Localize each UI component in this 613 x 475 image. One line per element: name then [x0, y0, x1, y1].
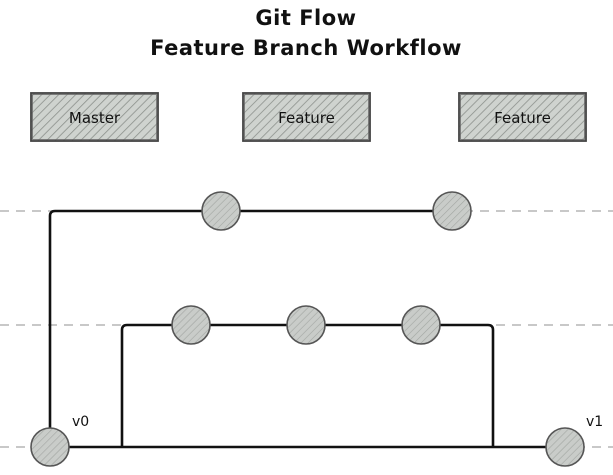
diagram-title-line-1: Git Flow	[255, 6, 356, 30]
legend-box-master-label: Master	[69, 109, 121, 127]
legend-box-feature-1-label: Feature	[278, 109, 335, 127]
commit-feature-2-c	[401, 305, 441, 345]
commit-feature-2-b	[286, 305, 326, 345]
legend-box-feature-2: Feature	[458, 92, 587, 142]
branch-line-feature-1	[48, 209, 452, 447]
commit-master-v0	[30, 427, 70, 467]
legend-box-feature-2-label: Feature	[494, 109, 551, 127]
commit-feature-1-a	[201, 191, 241, 231]
diagram-title-line-2: Feature Branch Workflow	[150, 36, 462, 60]
commit-master-v1	[545, 427, 585, 467]
commit-label-v1: v1	[586, 414, 603, 430]
commit-feature-1-b	[432, 191, 472, 231]
legend-box-feature-1: Feature	[242, 92, 371, 142]
commit-label-v0: v0	[72, 414, 89, 430]
commit-feature-2-a	[171, 305, 211, 345]
legend-box-master: Master	[30, 92, 159, 142]
